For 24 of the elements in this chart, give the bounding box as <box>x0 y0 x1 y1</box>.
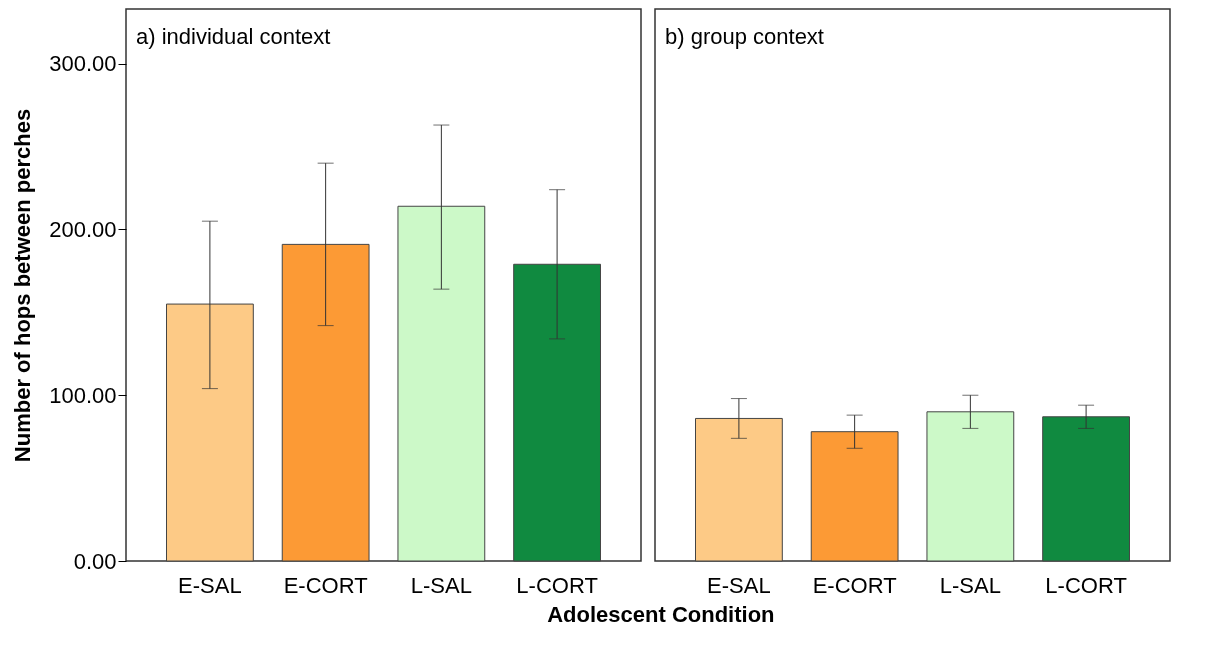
y-axis-title: Number of hops between perches <box>10 108 36 463</box>
y-tick-label: 300.00 <box>49 51 117 77</box>
bar <box>810 431 899 562</box>
x-tick-label: E-SAL <box>178 572 242 598</box>
bar <box>166 303 254 562</box>
bar <box>397 205 486 562</box>
x-axis-title: Adolescent Condition <box>547 601 775 627</box>
text: a) individual context <box>136 24 331 49</box>
bar <box>926 411 1015 562</box>
x-tick-label: E-CORT <box>812 572 897 598</box>
text: b) group context <box>665 24 824 49</box>
x-tick-label: L-SAL <box>939 572 1001 598</box>
y-tick-label: 0.00 <box>73 548 117 574</box>
x-tick-label: E-SAL <box>707 572 771 598</box>
x-tick-label: L-SAL <box>410 572 472 598</box>
bar <box>513 263 601 562</box>
bar <box>1042 416 1130 562</box>
x-tick-label: E-CORT <box>283 572 368 598</box>
bar <box>281 243 370 562</box>
bar <box>695 417 783 562</box>
y-tick-label: 200.00 <box>49 216 117 242</box>
x-tick-label: L-CORT <box>1045 572 1127 598</box>
y-tick-label: 100.00 <box>49 382 117 408</box>
x-tick-label: L-CORT <box>516 572 598 598</box>
